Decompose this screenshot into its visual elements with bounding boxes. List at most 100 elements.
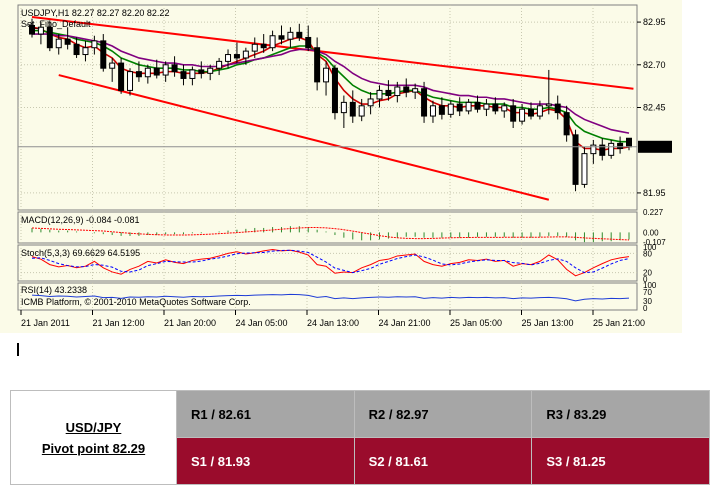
candle-body [608, 142, 615, 156]
candle-body [233, 54, 240, 59]
candle-body [376, 89, 383, 100]
candle-body [55, 38, 62, 49]
candle-body [385, 89, 392, 97]
candle-body [323, 67, 330, 83]
x-tick-label: 25 Jan 13:00 [522, 318, 574, 328]
symbol-header: USDJPY,H1 82.27 82.27 82.20 82.22 [21, 8, 169, 18]
candle-body [225, 54, 232, 62]
rsi-y-tick: 0 [643, 304, 648, 313]
candle-body [109, 62, 116, 69]
candle-body [162, 64, 169, 76]
pivot-point-label: Pivot point 82.29 [41, 440, 146, 456]
s3-cell: S3 / 81.25 [531, 437, 710, 485]
y-tick-label: 81.95 [643, 188, 666, 198]
candle-body [296, 31, 303, 38]
channel-line [58, 74, 550, 201]
y-tick-label: 82.45 [643, 103, 666, 113]
candle-body [447, 103, 454, 115]
rsi-y-tick: 70 [643, 288, 652, 297]
candle-body [91, 40, 98, 49]
candle-body [456, 103, 463, 112]
candle-body [118, 62, 125, 91]
x-tick-label: 25 Jan 05:00 [450, 318, 502, 328]
candle-body [492, 103, 499, 112]
trading-chart: 82.95 82.70 82.45 81.95 82.22 USDJPY,H1 82.27… [0, 0, 682, 333]
candle-body [207, 67, 214, 74]
candle-body [269, 35, 276, 49]
candle-body [314, 47, 321, 83]
candle-body [527, 108, 534, 117]
pivot-point-table: USD/JPY Pivot point 82.29 R1 / 82.61 R2 … [10, 390, 710, 485]
candle-body [510, 105, 517, 122]
candle-body [260, 43, 267, 49]
candle-body [394, 86, 401, 97]
candle-body [278, 35, 285, 40]
candle-body [287, 31, 294, 40]
candle-body [29, 25, 35, 35]
macd-y-tick: 0.227 [643, 208, 664, 217]
candle-body [465, 101, 472, 112]
stoch-y-tick: 80 [643, 249, 652, 258]
candle-body [563, 112, 570, 136]
r3-cell: R3 / 83.29 [531, 390, 710, 438]
candle-body [135, 71, 142, 78]
macd-label: MACD(12,26,9) -0.084 -0.081 [21, 215, 140, 225]
candle-body [198, 69, 205, 74]
candle-body [367, 98, 374, 107]
candle-body [519, 108, 526, 122]
stoch-y-tick: 100 [643, 243, 657, 252]
candle-body [189, 69, 196, 79]
candle-body [438, 105, 445, 115]
rsi-y-tick: 30 [643, 297, 652, 306]
candle-body [626, 137, 632, 148]
candle-body [242, 50, 249, 59]
candle-body [144, 67, 151, 78]
rsi-label: RSI(14) 43.2338 [21, 285, 87, 295]
candle-body [412, 88, 419, 93]
candle-body [73, 43, 80, 56]
x-tick-label: 21 Jan 2011 [21, 318, 70, 328]
candle-body [100, 40, 107, 69]
candle-body [153, 67, 160, 76]
candle-body [474, 101, 481, 110]
moving-average-line [32, 33, 630, 134]
rsi-line [31, 293, 630, 302]
s1-cell: S1 / 81.93 [176, 437, 355, 485]
candle-body [501, 105, 508, 112]
current-price-label: 82.22 [641, 142, 664, 152]
candle-body [46, 26, 53, 49]
support-row: S1 / 81.93 S2 / 81.61 S3 / 81.25 [11, 437, 710, 485]
x-tick-label: 24 Jan 13:00 [307, 318, 359, 328]
y-tick-label: 82.70 [643, 60, 666, 70]
pair-cell: USD/JPY Pivot point 82.29 [10, 390, 177, 485]
candle-body [403, 86, 410, 93]
s2-cell: S2 / 81.61 [353, 437, 533, 485]
pair-label: USD/JPY [65, 419, 122, 435]
text-cursor [17, 343, 19, 356]
channel-line [31, 15, 634, 90]
candle-body [216, 60, 223, 69]
candle-body [305, 36, 312, 49]
candle-body [617, 142, 624, 149]
candle-body [331, 67, 338, 114]
candle-body [581, 153, 588, 185]
candle-body [180, 71, 187, 79]
macd-signal-line [31, 227, 630, 241]
candle-body [421, 88, 428, 117]
candle-body [64, 38, 71, 45]
x-tick-label: 24 Jan 05:00 [236, 318, 288, 328]
candle-body [37, 26, 44, 35]
r1-cell: R1 / 82.61 [176, 390, 355, 438]
resistance-row: USD/JPY Pivot point 82.29 R1 / 82.61 R2 … [10, 390, 710, 485]
candle-body [349, 101, 356, 117]
stoch-y-tick: 20 [643, 269, 652, 278]
candle-body [483, 103, 490, 110]
candle-body [536, 105, 543, 117]
x-tick-label: 21 Jan 20:00 [164, 318, 216, 328]
x-tick-label: 25 Jan 21:00 [593, 318, 645, 328]
rsi-y-tick: 100 [643, 281, 657, 290]
stoch-line [31, 249, 630, 274]
candle-body [340, 101, 347, 114]
candle-body [590, 144, 597, 155]
candle-body [599, 144, 606, 156]
